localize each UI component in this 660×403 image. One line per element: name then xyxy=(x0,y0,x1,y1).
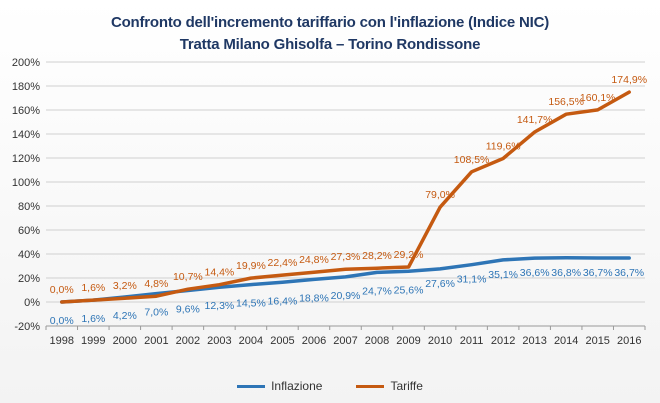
data-label-tariffe: 27,3% xyxy=(331,251,361,263)
x-tick-label: 1998 xyxy=(50,335,74,347)
data-label-tariffe: 29,2% xyxy=(394,249,424,261)
x-tick-label: 2007 xyxy=(333,335,357,347)
data-label-tariffe: 141,7% xyxy=(517,114,553,126)
data-label-tariffe: 3,2% xyxy=(113,280,137,292)
x-tick-label: 2000 xyxy=(113,335,137,347)
data-label-inflazione: 16,4% xyxy=(268,295,298,307)
x-tick-label: 2011 xyxy=(460,335,484,347)
y-tick-label: 160% xyxy=(12,105,40,117)
x-tick-label: 2004 xyxy=(239,335,263,347)
data-label-tariffe: 119,6% xyxy=(486,140,521,152)
y-tick-label: 80% xyxy=(18,201,40,213)
y-tick-label: 0% xyxy=(24,297,40,309)
y-tick-label: 120% xyxy=(12,153,40,165)
x-tick-label: 2009 xyxy=(396,335,420,347)
x-tick-label: 2008 xyxy=(365,335,389,347)
data-label-tariffe: 10,7% xyxy=(173,271,203,283)
data-label-inflazione: 24,7% xyxy=(362,285,392,297)
data-label-inflazione: 27,6% xyxy=(425,278,455,290)
data-label-inflazione: 7,0% xyxy=(144,307,168,319)
data-label-tariffe: 108,5% xyxy=(454,154,490,166)
x-tick-label: 2014 xyxy=(554,335,578,347)
series-line-inflazione xyxy=(60,256,631,304)
x-tick-label: 2005 xyxy=(270,335,294,347)
x-tick-label: 2002 xyxy=(176,335,200,347)
legend-label-inflazione: Inflazione xyxy=(271,379,323,393)
data-label-tariffe: 0,0% xyxy=(50,284,74,296)
data-label-inflazione: 25,6% xyxy=(394,284,424,296)
x-tick-label: 2003 xyxy=(207,335,231,347)
chart-title: Confronto dell'incremento tariffario con… xyxy=(110,14,550,31)
y-tick-label: 40% xyxy=(18,249,40,261)
x-tick-label: 2012 xyxy=(491,335,515,347)
x-tick-label: 1999 xyxy=(81,335,105,347)
data-label-inflazione: 9,6% xyxy=(176,303,200,315)
data-label-tariffe: 174,9% xyxy=(611,74,647,86)
data-label-inflazione: 36,7% xyxy=(583,267,613,279)
legend-item-tariffe: Tariffe xyxy=(356,379,423,393)
x-tick-label: 2016 xyxy=(617,335,641,347)
x-tick-label: 2013 xyxy=(522,335,546,347)
data-label-inflazione: 35,1% xyxy=(488,269,518,281)
x-tick-label: 2015 xyxy=(585,335,609,347)
data-label-tariffe: 14,4% xyxy=(205,267,235,279)
y-tick-label: 200% xyxy=(12,57,40,69)
data-label-inflazione: 20,9% xyxy=(331,290,361,302)
legend-swatch-inflazione xyxy=(237,384,266,388)
data-label-tariffe: 28,2% xyxy=(362,250,392,262)
y-tick-label: -20% xyxy=(14,321,40,333)
data-label-tariffe: 22,4% xyxy=(268,257,298,269)
data-label-inflazione: 31,1% xyxy=(457,274,487,286)
y-tick-label: 180% xyxy=(12,81,40,93)
data-label-inflazione: 12,3% xyxy=(205,300,235,312)
legend-label-tariffe: Tariffe xyxy=(390,379,423,393)
data-label-tariffe: 24,8% xyxy=(299,254,329,266)
y-tick-label: 60% xyxy=(18,225,40,237)
y-tick-label: 140% xyxy=(12,129,40,141)
data-label-tariffe: 156,5% xyxy=(548,96,584,108)
data-label-inflazione: 18,8% xyxy=(299,292,329,304)
data-label-inflazione: 14,5% xyxy=(236,298,266,310)
data-label-inflazione: 36,7% xyxy=(614,267,644,279)
legend: Inflazione Tariffe xyxy=(0,379,660,393)
chart-subtitle: Tratta Milano Ghisolfa – Torino Rondisso… xyxy=(179,36,481,53)
legend-swatch-tariffe xyxy=(356,384,385,388)
x-tick-label: 2001 xyxy=(144,335,168,347)
x-tick-label: 2006 xyxy=(302,335,326,347)
data-label-inflazione: 0,0% xyxy=(50,315,74,327)
data-label-inflazione: 1,6% xyxy=(81,313,105,325)
data-label-tariffe: 79,0% xyxy=(425,189,455,201)
legend-item-inflazione: Inflazione xyxy=(237,379,322,393)
data-label-inflazione: 36,8% xyxy=(551,267,581,279)
y-tick-label: 20% xyxy=(18,273,40,285)
data-label-inflazione: 4,2% xyxy=(113,310,137,322)
data-label-tariffe: 160,1% xyxy=(580,92,616,104)
data-label-tariffe: 4,8% xyxy=(144,278,168,290)
data-label-inflazione: 36,6% xyxy=(520,267,550,279)
data-label-tariffe: 19,9% xyxy=(236,260,266,272)
x-tick-label: 2010 xyxy=(428,335,452,347)
series-line-tariffe xyxy=(60,90,631,304)
data-label-tariffe: 1,6% xyxy=(81,282,105,294)
y-tick-label: 100% xyxy=(12,177,40,189)
